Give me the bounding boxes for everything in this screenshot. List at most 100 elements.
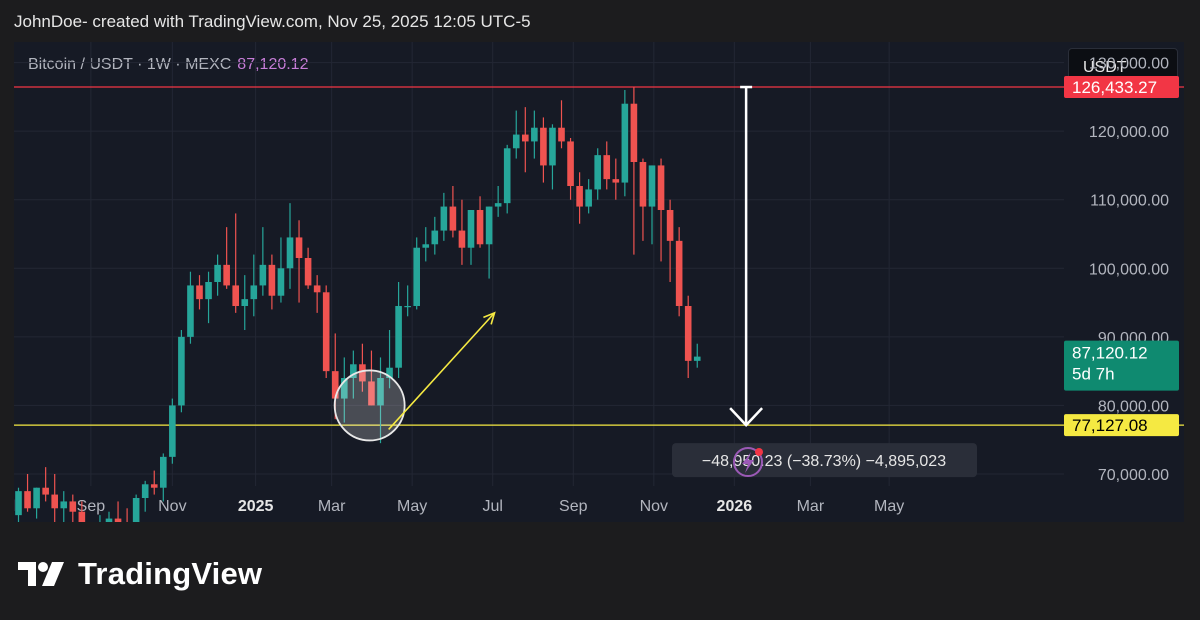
candle-body[interactable] [603, 155, 611, 180]
candle-body[interactable] [413, 247, 420, 306]
candle-body[interactable] [585, 189, 592, 207]
candle-body[interactable] [576, 186, 583, 207]
candle-body[interactable] [341, 378, 348, 399]
candle-body[interactable] [178, 336, 185, 406]
chart-panel[interactable]: Bitcoin / USDT · 1W · MEXC 87,120.12 USDT… [14, 42, 1184, 522]
candle-body[interactable] [522, 134, 529, 142]
candle-body[interactable] [648, 165, 656, 207]
candle-body[interactable] [313, 285, 321, 293]
candle-body[interactable] [268, 264, 276, 296]
alert-dot [755, 448, 763, 456]
x-tick-label: 2026 [717, 498, 753, 515]
candle-body[interactable] [368, 381, 375, 406]
lightning-icon[interactable] [733, 447, 763, 477]
candle-body[interactable] [15, 491, 22, 516]
candle-body[interactable] [196, 285, 203, 300]
candle-body[interactable] [549, 127, 556, 166]
candle-body[interactable] [666, 210, 674, 241]
candle-body[interactable] [503, 148, 511, 204]
y-tick-label: 70,000.00 [1098, 467, 1169, 484]
candle-body[interactable] [630, 103, 638, 162]
candle-body[interactable] [594, 155, 601, 190]
candle-body[interactable] [205, 282, 212, 300]
candle-body[interactable] [331, 371, 339, 399]
candle-body[interactable] [51, 494, 58, 509]
y-tick-label: 100,000.00 [1089, 261, 1169, 278]
candle-body[interactable] [386, 367, 393, 378]
trend-arrow-line [388, 312, 496, 430]
lightning-icon-bolt [742, 452, 754, 473]
candle-body[interactable] [467, 210, 475, 248]
candle-body[interactable] [169, 405, 176, 457]
candle-body[interactable] [494, 203, 502, 207]
symbol-info: Bitcoin / USDT · 1W · MEXC 87,120.12 [28, 56, 308, 74]
candle-body[interactable] [675, 240, 683, 306]
x-tick-label: Jul [14, 498, 15, 515]
candle-body[interactable] [105, 518, 113, 522]
candle-body[interactable] [24, 491, 31, 509]
y-tick-label: 110,000.00 [1090, 193, 1169, 210]
candle-body[interactable] [540, 127, 547, 166]
candle-body[interactable] [404, 306, 411, 308]
candle-body[interactable] [78, 511, 86, 522]
x-tick-label: Sep [77, 498, 106, 515]
candle-body[interactable] [214, 264, 221, 282]
candle-body[interactable] [377, 378, 384, 406]
candle-body[interactable] [395, 306, 402, 368]
candle-body[interactable] [558, 127, 565, 142]
candle-body[interactable] [250, 285, 258, 300]
candle-body[interactable] [322, 292, 330, 372]
candle-body[interactable] [350, 364, 357, 378]
candle-body[interactable] [512, 134, 520, 149]
current-price-tag-text: 87,120.12 [1072, 344, 1148, 363]
candle-body[interactable] [60, 501, 68, 509]
candle-body[interactable] [304, 258, 312, 286]
current-price-tag[interactable] [1064, 340, 1179, 391]
measure-tooltip-text: −48,950.23 (−38.73%) −4,895,023 [702, 453, 946, 470]
candle-body[interactable] [286, 237, 294, 269]
candle-body[interactable] [422, 244, 430, 248]
candle-body[interactable] [187, 285, 194, 337]
candle-body[interactable] [684, 306, 692, 361]
candle-body[interactable] [114, 518, 122, 522]
candle-body[interactable] [223, 264, 230, 286]
resistance-price-tag[interactable] [1064, 76, 1179, 99]
candle-body[interactable] [241, 299, 249, 306]
candle-body[interactable] [440, 206, 448, 231]
candle-body[interactable] [639, 162, 647, 207]
candle-body[interactable] [295, 237, 303, 258]
x-tick-label: 2025 [238, 498, 274, 515]
candle-body[interactable] [476, 210, 484, 245]
candle-body[interactable] [567, 141, 574, 186]
x-tick-label: Mar [318, 498, 346, 515]
measure-arrow-head [729, 407, 764, 427]
candle-body[interactable] [359, 364, 366, 382]
support-price-tag[interactable] [1064, 414, 1179, 437]
candle-body[interactable] [259, 264, 267, 286]
candle-body[interactable] [42, 487, 49, 495]
chart-attribution: JohnDoe- created with TradingView.com, N… [14, 12, 531, 31]
candle-body[interactable] [657, 165, 665, 210]
candle-body[interactable] [232, 285, 239, 306]
candle-body[interactable] [531, 127, 538, 142]
candle-body[interactable] [132, 498, 140, 522]
candle-body[interactable] [458, 230, 466, 248]
candle-body[interactable] [160, 456, 167, 488]
candle-body[interactable] [277, 268, 285, 296]
candle-body[interactable] [141, 484, 149, 498]
candle-body[interactable] [33, 487, 40, 509]
candle-body[interactable] [693, 356, 701, 361]
candle-body[interactable] [612, 179, 620, 183]
price-chart[interactable]: 70,000.0080,000.0090,000.00100,000.00110… [14, 42, 1184, 522]
candle-body[interactable] [69, 501, 77, 512]
y-tick-label: 130,000.00 [1089, 56, 1169, 73]
current-price-countdown: 5d 7h [1072, 365, 1115, 384]
candle-body[interactable] [150, 484, 158, 488]
candle-body[interactable] [621, 103, 629, 183]
candle-body[interactable] [431, 230, 439, 245]
candle-body[interactable] [485, 206, 493, 245]
y-tick-label: 80,000.00 [1098, 398, 1169, 415]
tradingview-logo-icon [18, 562, 64, 586]
x-tick-label: May [397, 498, 427, 515]
candle-body[interactable] [449, 206, 457, 231]
